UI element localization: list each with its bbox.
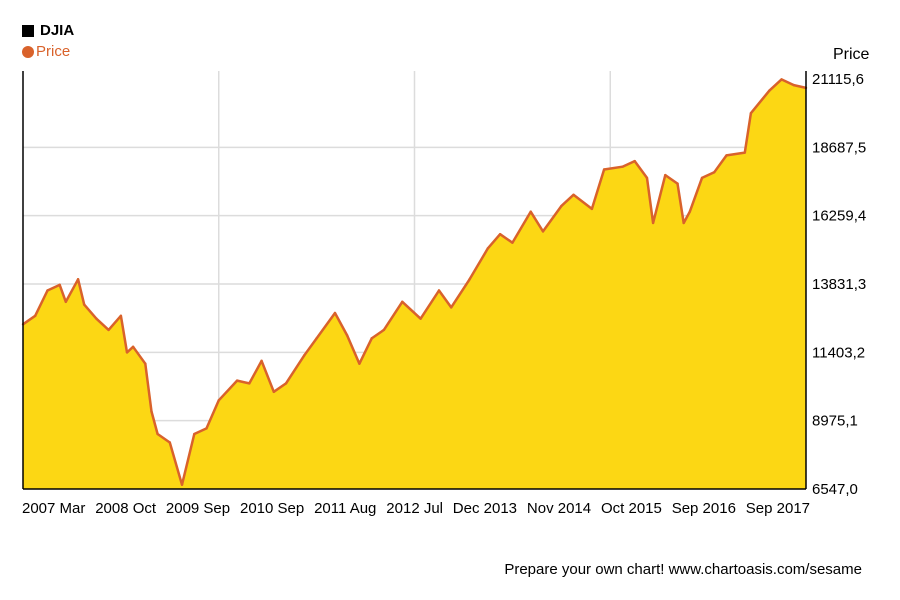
y-tick-label: 8975,1: [812, 413, 858, 430]
data-point: [590, 207, 594, 211]
data-point: [370, 337, 373, 340]
data-point: [382, 328, 386, 332]
data-point: [180, 483, 184, 486]
x-tick-label: 2008 Oct: [95, 500, 157, 517]
x-tick-label: Oct 2015: [601, 500, 662, 517]
data-point: [333, 311, 337, 315]
data-point: [235, 379, 239, 382]
y-tick-label: 21115,6: [812, 71, 864, 88]
legend-dot-icon: [22, 45, 34, 58]
data-point: [682, 221, 685, 225]
data-point: [700, 176, 704, 180]
y-tick-label: 6547,0: [812, 481, 858, 498]
data-point: [713, 171, 716, 174]
data-point: [150, 410, 153, 413]
data-point: [725, 154, 728, 157]
data-point: [193, 432, 196, 436]
data-point: [651, 221, 655, 225]
data-point: [664, 173, 667, 177]
x-tick-label: Nov 2014: [527, 500, 591, 517]
legend-series-row[interactable]: Price: [22, 41, 74, 62]
x-tick-label: Sep 2016: [672, 500, 736, 517]
data-point: [95, 317, 98, 320]
data-point: [688, 210, 691, 213]
y-tick-label: 11403,2: [812, 344, 865, 361]
x-tick-label: Dec 2013: [453, 500, 517, 517]
y-tick-label: 18687,5: [812, 139, 866, 156]
legend-title: DJIA: [40, 21, 75, 39]
x-tick-label: 2009 Sep: [166, 500, 230, 517]
legend-square-icon: [22, 24, 34, 37]
data-point: [401, 300, 404, 303]
data-point: [34, 314, 37, 318]
data-point: [560, 204, 563, 208]
data-point: [633, 159, 636, 163]
data-point: [346, 334, 349, 337]
data-point: [217, 399, 220, 402]
data-point: [144, 362, 147, 365]
data-point: [284, 382, 288, 385]
data-point: [437, 289, 441, 292]
data-point: [768, 89, 771, 92]
data-point: [749, 112, 753, 115]
data-point: [260, 359, 263, 363]
legend: DJIA Price: [22, 20, 74, 62]
data-point: [76, 278, 80, 281]
data-point: [248, 382, 251, 385]
legend-title-row: DJIA: [22, 20, 74, 41]
data-point: [125, 351, 129, 354]
data-point: [468, 278, 471, 281]
y-tick-label: 16259,4: [812, 208, 866, 225]
data-point: [272, 390, 276, 394]
data-point: [168, 441, 172, 444]
series-area: [23, 79, 806, 490]
x-tick-label: 2010 Sep: [240, 500, 304, 517]
data-point: [58, 283, 61, 287]
x-tick-label: Sep 2017: [746, 500, 810, 517]
data-point: [156, 432, 159, 436]
data-point: [621, 165, 624, 168]
data-point: [498, 233, 502, 236]
data-point: [743, 151, 747, 154]
data-point: [792, 83, 795, 87]
data-point: [676, 182, 679, 185]
x-tick-label: 2011 Aug: [314, 500, 376, 517]
y-axis-label: Price: [833, 46, 870, 63]
data-point: [511, 241, 514, 244]
data-point: [131, 345, 135, 348]
legend-series-label: Price: [36, 42, 71, 60]
data-point: [541, 230, 545, 233]
footer-note[interactable]: Prepare your own chart! www.chartoasis.c…: [504, 561, 862, 578]
data-point: [46, 289, 49, 292]
data-point: [486, 247, 490, 250]
data-point: [602, 168, 606, 171]
data-point: [358, 362, 361, 365]
data-point: [645, 176, 649, 180]
x-tick-label: 2007 Mar: [22, 500, 85, 517]
data-point: [572, 193, 575, 197]
data-point: [780, 78, 783, 81]
data-point: [303, 354, 306, 357]
data-point: [450, 306, 453, 309]
data-point: [82, 303, 86, 306]
data-point: [529, 210, 532, 213]
y-tick-label: 13831,3: [812, 276, 866, 293]
data-point: [64, 300, 68, 303]
data-point: [119, 314, 123, 318]
data-point: [107, 328, 110, 332]
x-tick-label: 2012 Jul: [386, 500, 443, 517]
data-point: [419, 317, 422, 320]
data-point: [315, 337, 318, 340]
data-point: [205, 427, 208, 430]
